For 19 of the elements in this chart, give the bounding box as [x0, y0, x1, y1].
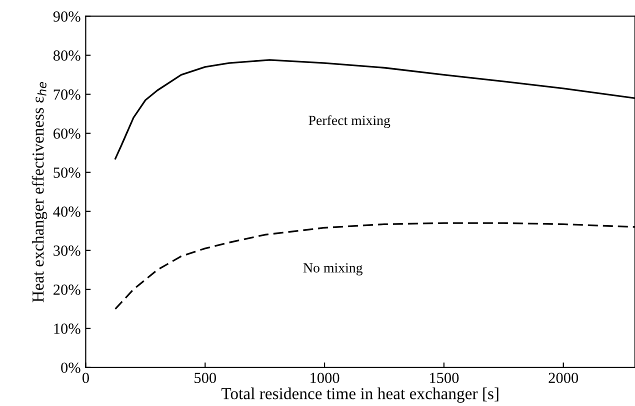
y-tick-label: 50%: [54, 167, 80, 178]
x-tick-label: 2000: [548, 372, 578, 384]
annotation: Perfect mixing: [308, 115, 390, 128]
y-tick-label: 90%: [53, 11, 80, 22]
x-tick-label: 500: [194, 372, 216, 384]
x-axis-title: Total residence time in heat exchanger [s]: [221, 388, 498, 403]
y-tick-label: 80%: [53, 50, 80, 61]
y-tick-label: 60%: [54, 128, 80, 139]
x-tick-label: 1500: [430, 372, 459, 384]
y-tick-label: 30%: [54, 246, 80, 256]
y-axis-title: Heat exchanger effectiveness ε$_{he}$: [32, 82, 48, 302]
y-tick-label: 10%: [54, 324, 80, 334]
x-tick-label: 0: [82, 372, 89, 384]
y-tick-label: 0%: [61, 362, 80, 373]
y-tick-label: 40%: [53, 206, 80, 217]
y-tick-label: 70%: [54, 89, 80, 100]
annotation: No mixing: [303, 263, 363, 276]
x-tick-label: 1000: [310, 372, 340, 384]
y-tick-label: 20%: [54, 284, 80, 295]
